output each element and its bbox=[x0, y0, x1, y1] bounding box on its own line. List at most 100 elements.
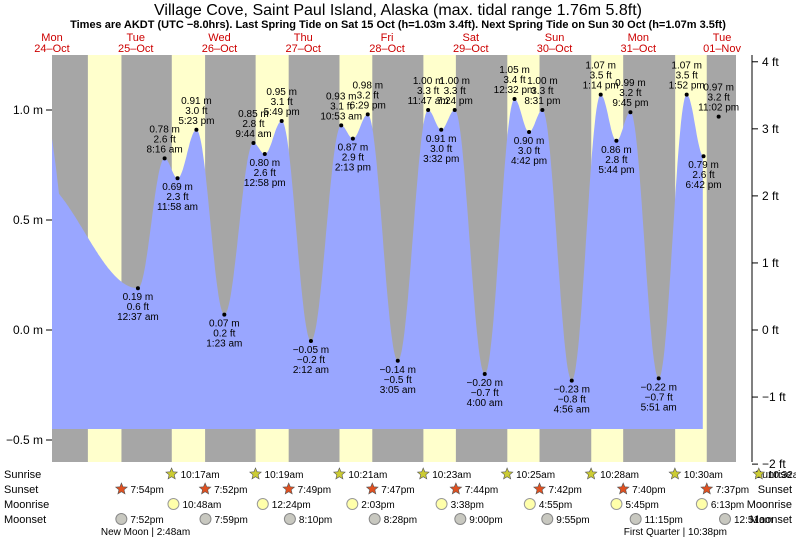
sunset-icon bbox=[282, 482, 296, 495]
sunset-icon bbox=[114, 482, 128, 495]
extreme-label: 4:00 am bbox=[467, 398, 503, 409]
day-name-label: Sat bbox=[463, 32, 480, 44]
extreme-label: 3.4 ft bbox=[503, 75, 525, 86]
day-date-label: 24–Oct bbox=[34, 43, 69, 55]
moonrise-time: 10:48am bbox=[182, 500, 221, 511]
extreme-label: 0.2 ft bbox=[213, 329, 235, 340]
sunset-time: 7:49pm bbox=[298, 485, 331, 496]
extreme-label: 0.99 m bbox=[615, 78, 646, 89]
extreme-label: 1:52 pm bbox=[669, 81, 705, 92]
sunrise-icon bbox=[668, 467, 682, 480]
moonrise-icon bbox=[435, 498, 448, 510]
extreme-label: 3.0 ft bbox=[430, 144, 452, 155]
day-name-label: Mon bbox=[41, 32, 62, 44]
day-date-label: 31–Oct bbox=[621, 43, 656, 55]
extreme-label: −0.5 ft bbox=[384, 375, 412, 386]
sunrise-icon bbox=[332, 467, 346, 480]
extreme-label: 6:29 pm bbox=[350, 100, 386, 111]
astro-row-label-right: Moonrise bbox=[747, 499, 792, 511]
y-tick-label-m: 1.0 m bbox=[13, 103, 43, 117]
day-name-label: Mon bbox=[628, 32, 649, 44]
extreme-label: 0.95 m bbox=[266, 87, 297, 98]
extreme-point bbox=[350, 136, 355, 141]
extreme-label: −0.2 ft bbox=[297, 355, 325, 366]
extreme-point bbox=[395, 358, 400, 363]
moonrise-icon bbox=[167, 498, 180, 510]
extreme-point bbox=[684, 92, 689, 97]
moonset-time: 8:10pm bbox=[299, 515, 332, 526]
extreme-point bbox=[439, 127, 444, 132]
extreme-label: 10:53 am bbox=[320, 111, 362, 122]
extreme-point bbox=[339, 123, 344, 128]
sunset-icon bbox=[700, 482, 714, 495]
extreme-label: 1.00 m bbox=[413, 76, 444, 87]
day-date-label: 01–Nov bbox=[703, 43, 741, 55]
extreme-label: 1.00 m bbox=[439, 76, 470, 87]
extreme-point bbox=[628, 110, 633, 115]
extreme-label: 5:51 am bbox=[641, 402, 677, 413]
day-date-label: 25–Oct bbox=[118, 43, 153, 55]
extreme-label: 2:12 am bbox=[293, 365, 329, 376]
sunset-icon bbox=[449, 482, 463, 495]
astro-row-label-left: Sunrise bbox=[4, 469, 41, 481]
extreme-label: 11:58 am bbox=[157, 202, 198, 213]
extreme-point bbox=[426, 108, 431, 112]
moon-phase-label: First Quarter | 10:38pm bbox=[624, 527, 727, 538]
moonset-icon bbox=[454, 513, 467, 525]
chart-subtitle: Times are AKDT (UTC −8.0hrs). Last Sprin… bbox=[70, 19, 726, 31]
extreme-point bbox=[279, 119, 284, 123]
extreme-label: 11:47 am bbox=[408, 96, 449, 107]
extreme-point bbox=[222, 312, 227, 317]
extreme-label: 3.0 ft bbox=[185, 106, 207, 117]
extreme-label: −0.23 m bbox=[554, 385, 590, 396]
moonset-icon bbox=[368, 513, 381, 525]
day-date-label: 30–Oct bbox=[537, 43, 572, 55]
day-date-label: 27–Oct bbox=[286, 43, 321, 55]
extreme-point bbox=[365, 112, 370, 117]
extreme-label: 3.2 ft bbox=[708, 93, 730, 104]
astro-row-label-left: Moonset bbox=[4, 514, 46, 526]
tide-area bbox=[52, 94, 703, 429]
sunrise-icon bbox=[752, 467, 766, 480]
extreme-point bbox=[527, 130, 532, 134]
extreme-label: 0.6 ft bbox=[127, 302, 149, 313]
extreme-label: 3.2 ft bbox=[619, 88, 641, 99]
sunset-icon bbox=[616, 482, 630, 495]
sunrise-time: 10:21am bbox=[348, 470, 387, 481]
sunset-icon bbox=[533, 482, 546, 495]
astro-row-label-right: Moonset bbox=[750, 514, 792, 526]
extreme-label: 0.98 m bbox=[352, 80, 383, 91]
extreme-point bbox=[540, 108, 545, 112]
extreme-label: 0.78 m bbox=[149, 124, 180, 135]
extreme-label: 0.79 m bbox=[688, 160, 719, 171]
moonset-time: 11:15pm bbox=[645, 515, 683, 526]
chart-title: Village Cove, Saint Paul Island, Alaska … bbox=[154, 2, 642, 19]
extreme-label: 12:32 pm bbox=[494, 85, 536, 96]
moonset-time: 9:55pm bbox=[556, 515, 589, 526]
extreme-label: 3.3 ft bbox=[531, 86, 553, 97]
extreme-label: 8:16 am bbox=[147, 144, 183, 155]
y-tick-label-m: 0.0 m bbox=[13, 323, 43, 337]
day-date-label: 29–Oct bbox=[453, 43, 488, 55]
extreme-label: 2.6 ft bbox=[692, 170, 714, 181]
extreme-label: 1.05 m bbox=[499, 65, 530, 76]
extreme-label: −0.7 ft bbox=[471, 388, 499, 399]
extreme-label: 3.1 ft bbox=[271, 97, 293, 108]
extreme-label: 2.6 ft bbox=[254, 168, 276, 179]
moonrise-icon bbox=[523, 498, 536, 510]
extreme-point bbox=[194, 127, 199, 132]
extreme-label: 2.6 ft bbox=[153, 134, 175, 145]
sunset-icon bbox=[365, 482, 379, 495]
moonrise-icon bbox=[695, 498, 708, 510]
astro-row-label-right: Sunset bbox=[758, 484, 792, 496]
extreme-label: 0.87 m bbox=[338, 143, 369, 154]
moonset-icon bbox=[199, 513, 212, 525]
moonset-icon bbox=[115, 513, 128, 525]
extreme-label: 1.00 m bbox=[527, 76, 558, 87]
extreme-label: 5:44 pm bbox=[598, 165, 634, 176]
sunrise-icon bbox=[165, 467, 179, 480]
extreme-label: 0.91 m bbox=[426, 134, 457, 145]
extreme-label: 0.93 m bbox=[326, 91, 357, 102]
sunrise-time: 10:32am bbox=[768, 470, 796, 481]
y-tick-label-m: 0.5 m bbox=[13, 213, 43, 227]
